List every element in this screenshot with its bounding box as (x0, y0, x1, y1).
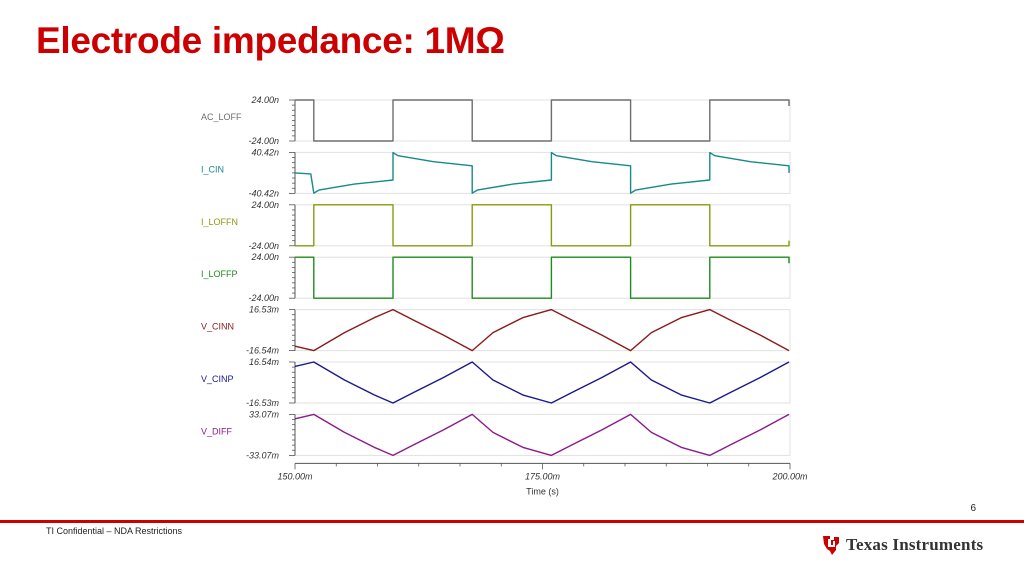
i-loffn-ymax-label: 24.00n (250, 200, 279, 210)
i-loffn-panel (294, 204, 791, 247)
ti-state-icon (823, 536, 839, 555)
v-diff-ymin-label: -33.07m (246, 450, 280, 460)
v-cinn-ymax-label: 16.53m (249, 305, 280, 315)
i-loffp-trace (295, 256, 790, 299)
page-number: 6 (970, 503, 976, 514)
i-loffn-series-label: I_LOFFN (201, 217, 238, 227)
v-cinn-ymin-label: -16.54m (246, 346, 280, 356)
v-diff-ymax-label: 33.07m (249, 409, 280, 419)
x-axis-title: Time (s) (526, 486, 559, 496)
ac-loff-series-label: AC_LOFF (201, 112, 242, 122)
i-cin-series-label: I_CIN (201, 164, 224, 174)
x-tick-label: 175.00m (525, 471, 561, 481)
x-tick-label: 200.00m (771, 471, 808, 481)
v-cinp-series-label: V_CINP (201, 374, 234, 384)
confidential-notice: TI Confidential – NDA Restrictions (46, 526, 183, 536)
v-diff-panel (294, 413, 791, 456)
i-cin-ymax-label: 40.42n (251, 147, 279, 157)
i-loffn-ymin-label: -24.00n (248, 241, 279, 251)
i-loffp-panel (294, 256, 791, 299)
ti-logo: Texas Instruments (820, 534, 983, 556)
i-cin-panel (294, 151, 791, 194)
footer-rule (0, 520, 1024, 523)
v-diff-trace (294, 413, 790, 457)
ac-loff-panel (294, 99, 791, 142)
v-cinp-panel (294, 361, 791, 404)
ac-loff-ymax-label: 24.00n (250, 95, 279, 105)
v-cinn-panel (294, 309, 791, 352)
v-diff-series-label: V_DIFF (201, 426, 233, 436)
ti-logo-text: Texas Instruments (846, 535, 984, 554)
v-cinp-ymin-label: -16.53m (246, 398, 280, 408)
i-cin-ymin-label: -40.42n (248, 188, 279, 198)
i-loffp-ymax-label: 24.00n (250, 252, 279, 262)
slide-title: Electrode impedance: 1MΩ (36, 20, 505, 61)
v-cinn-series-label: V_CINN (201, 322, 234, 332)
v-cinn-trace (294, 308, 790, 352)
ac-loff-ymin-label: -24.00n (248, 136, 279, 146)
v-cinp-ymax-label: 16.54m (249, 357, 280, 367)
i-loffp-ymin-label: -24.00n (248, 293, 279, 303)
i-loffn-trace (295, 204, 790, 247)
ac-loff-trace (295, 99, 790, 142)
i-cin-trace (294, 151, 790, 194)
i-loffp-series-label: I_LOFFP (201, 269, 238, 279)
x-tick-label: 150.00m (277, 471, 313, 481)
multi-trace-plot: 24.00n-24.00nAC_LOFF40.42n-40.42nI_CIN24… (201, 95, 808, 496)
v-cinp-trace (294, 361, 790, 404)
